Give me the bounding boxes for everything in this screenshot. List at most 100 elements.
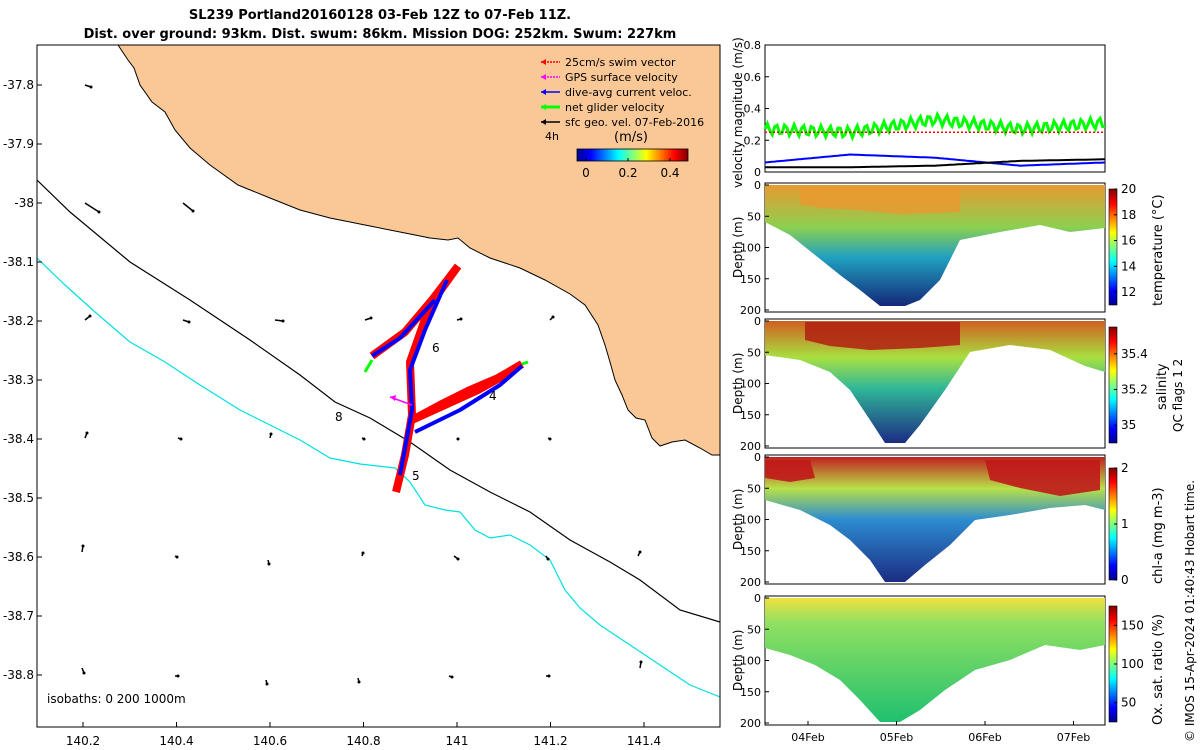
map-x-tick-label: 140.4 bbox=[159, 734, 193, 748]
depth-tick-label: 50 bbox=[747, 482, 761, 495]
chla-ticks: 0 50 100 150 200 Depth (m) 0 1 2 bbox=[731, 451, 1129, 589]
sfc-velocity-arrow-head bbox=[456, 437, 460, 441]
map-y-tick-label: -37.8 bbox=[3, 78, 34, 92]
day-label-4: 4 bbox=[489, 389, 497, 403]
legend-time-scale: 4h bbox=[545, 130, 559, 143]
colorbar-tick-label: 20 bbox=[1121, 182, 1136, 196]
map-y-tick-label: -38.1 bbox=[3, 255, 34, 269]
sfc-velocity-arrow-head bbox=[82, 671, 86, 675]
map-y-axis: -37.8 -37.9 -38 -38.1 -38.2 -38.3 -38.4 -38.5 -3… bbox=[3, 78, 42, 682]
sfc-velocity-arrow-head bbox=[89, 85, 93, 89]
velocity-series bbox=[763, 110, 1106, 142]
day-label-8: 8 bbox=[335, 410, 343, 424]
colorbar-tick-label: 50 bbox=[1121, 696, 1136, 710]
map-y-tick-label: -38.5 bbox=[3, 491, 34, 505]
depth-axis-label: Depth (m) bbox=[731, 489, 745, 550]
salinity-colorbar bbox=[1108, 326, 1118, 444]
map-y-tick-label: -38.7 bbox=[3, 609, 34, 623]
time-axis: 04Feb 05Feb 06Feb 07Feb bbox=[791, 721, 1090, 744]
depth-tick-label: 150 bbox=[740, 686, 761, 699]
temperature-panel: 0 50 100 150 200 Depth (m) 12 14 16 18 20 temperat… bbox=[731, 179, 1166, 317]
sfc-velocity-arrow-head bbox=[361, 551, 365, 555]
sfc-velocity-arrow-head bbox=[459, 317, 463, 321]
map-x-tick-label: 141.2 bbox=[533, 734, 567, 748]
depth-tick-label: 100 bbox=[740, 378, 761, 391]
depth-tick-label: 50 bbox=[747, 210, 761, 223]
legend-arrow-head bbox=[541, 74, 546, 80]
depth-axis-label: Depth (m) bbox=[731, 630, 745, 691]
velocity-axes bbox=[764, 44, 1106, 173]
depth-tick-label: 0 bbox=[754, 592, 761, 605]
map-colorbar-tick-label: 0 bbox=[582, 166, 590, 180]
depth-tick-label: 200 bbox=[740, 717, 761, 730]
title-line-2: Dist. over ground: 93km. Dist. swum: 86k… bbox=[83, 27, 677, 42]
time-tick-label: 05Feb bbox=[880, 731, 913, 744]
copyright-note: © IMOS 15-Apr-2024 01:40:43 Hobart time. bbox=[1183, 479, 1197, 742]
colorbar-tick-label: 14 bbox=[1121, 259, 1136, 273]
map-panel: 6 4 5 8 140.2 140.4 140.6 140.8 141 141.2 141.… bbox=[3, 44, 721, 748]
glider-track: 6 4 5 8 bbox=[335, 263, 529, 493]
net-glider-track bbox=[363, 359, 529, 373]
depth-tick-label: 100 bbox=[740, 242, 761, 255]
sfc-velocity-arrow-head bbox=[85, 431, 89, 435]
depth-tick-label: 100 bbox=[740, 514, 761, 527]
map-x-tick-label: 140.6 bbox=[253, 734, 287, 748]
legend-arrow-head bbox=[541, 104, 546, 110]
map-x-axis: 140.2 140.4 140.6 140.8 141 141.2 141.4 bbox=[66, 722, 661, 748]
map-colorbar bbox=[576, 148, 689, 162]
depth-tick-label: 100 bbox=[740, 655, 761, 668]
depth-axis-label: Depth (m) bbox=[731, 353, 745, 414]
sfc-velocity-arrow-head bbox=[267, 562, 271, 566]
salinity-ticks: 0 50 100 150 200 Depth (m) 35 35.2 35.4 bbox=[731, 315, 1148, 453]
colorbar-tick-label: 150 bbox=[1121, 618, 1144, 632]
legend-label: net glider velocity bbox=[565, 101, 665, 114]
temperature-ticks: 0 50 100 150 200 Depth (m) 12 14 16 18 20 bbox=[731, 179, 1136, 317]
depth-tick-label: 200 bbox=[740, 440, 761, 453]
sfc-velocity-arrow bbox=[84, 202, 100, 213]
sfc-velocity-arrow-head bbox=[638, 550, 642, 554]
colorbar-title: (m/s) bbox=[614, 130, 648, 145]
velocity-panel: 0 0.2 0.4 0.6 0.8 velocity magnitude (m/s) bbox=[731, 37, 1106, 188]
salinity-panel: 0 50 100 150 200 Depth (m) 35 35.2 35.4 salinity… bbox=[731, 315, 1185, 453]
sfc-velocity-arrow-head bbox=[179, 437, 183, 441]
legend-arrow-head bbox=[541, 119, 546, 125]
map-y-tick-label: -38.2 bbox=[3, 314, 34, 328]
colorbar-tick-label: 1 bbox=[1121, 517, 1129, 531]
depth-tick-label: 0 bbox=[754, 451, 761, 464]
depth-axis-label: Depth (m) bbox=[731, 217, 745, 278]
sfc-velocity-arrow-head bbox=[176, 674, 180, 678]
map-x-tick-label: 140.8 bbox=[346, 734, 380, 748]
temperature-section bbox=[765, 185, 1105, 306]
map-frame bbox=[36, 44, 721, 728]
depth-tick-label: 50 bbox=[747, 346, 761, 359]
velocity-y-axis: 0 0.2 0.4 0.6 0.8 bbox=[744, 39, 769, 179]
colorbar-tick-label: 35 bbox=[1121, 418, 1136, 432]
map-x-tick-label: 141.4 bbox=[627, 734, 661, 748]
sfc-velocity-arrow bbox=[182, 202, 194, 212]
colorbar-tick-label: 12 bbox=[1121, 285, 1136, 299]
sfc-velocity-arrow-head bbox=[450, 675, 454, 679]
time-tick-label: 04Feb bbox=[791, 731, 824, 744]
map-y-tick-label: -37.9 bbox=[3, 137, 34, 151]
legend-arrow-head bbox=[541, 59, 546, 65]
sfc-velocity-arrows bbox=[81, 84, 643, 686]
map-y-tick-label: -38.3 bbox=[3, 373, 34, 387]
land-polygon bbox=[117, 45, 720, 456]
sfc-velocity-arrow-head bbox=[369, 316, 373, 320]
sfc-velocity-arrow-head bbox=[81, 544, 85, 548]
colorbar-tick-label: 2 bbox=[1121, 461, 1129, 475]
map-x-tick-label: 140.2 bbox=[66, 734, 100, 748]
depth-tick-label: 200 bbox=[740, 304, 761, 317]
time-tick-label: 06Feb bbox=[968, 731, 1001, 744]
dive-avg-current-track bbox=[370, 279, 524, 476]
velocity-series bbox=[765, 158, 1105, 169]
sfc-velocity-arrow-head bbox=[456, 557, 460, 561]
colorbar-tick-label: 16 bbox=[1121, 234, 1136, 248]
depth-tick-label: 150 bbox=[740, 545, 761, 558]
sfc-velocity-arrow-head bbox=[547, 674, 551, 678]
map-y-tick-label: -38 bbox=[14, 196, 34, 210]
sfc-velocity-arrow-head bbox=[281, 319, 285, 323]
velocity-y-tick-label: 0.2 bbox=[744, 134, 762, 147]
